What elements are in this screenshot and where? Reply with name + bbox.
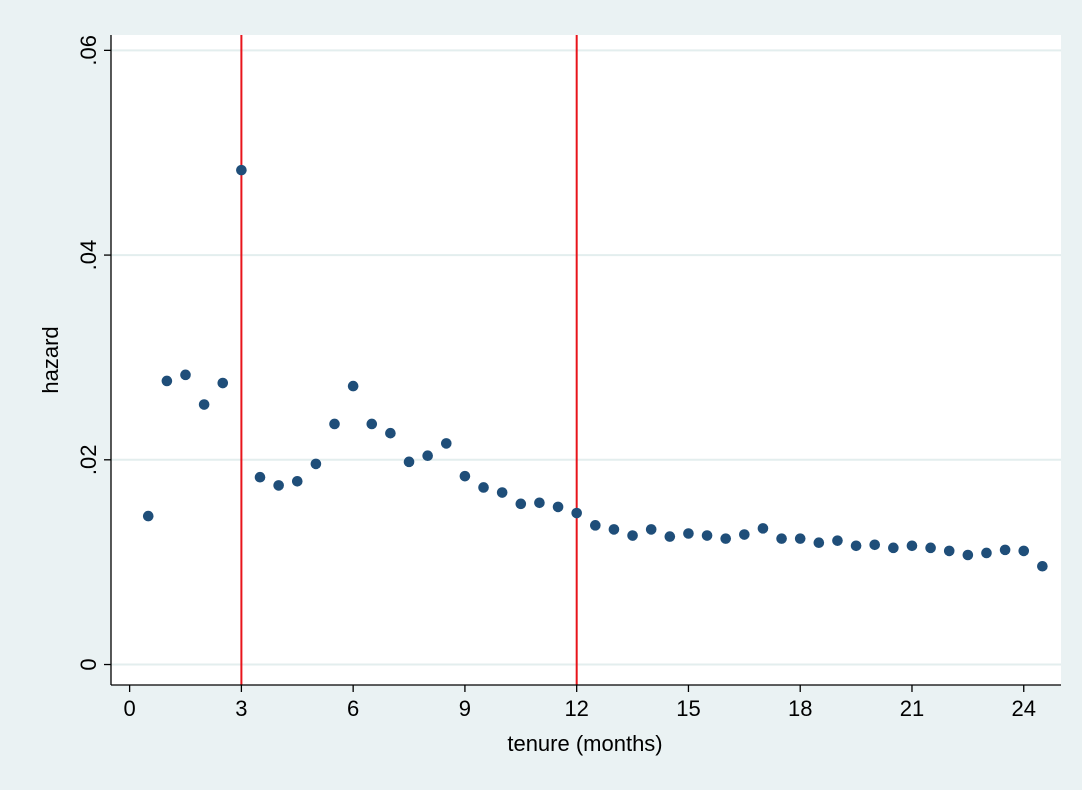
data-point [347,380,359,392]
data-point [571,507,582,519]
data-point [925,542,936,554]
data-point [142,510,154,522]
x-tick-label: 12 [564,696,588,721]
data-point [776,533,787,544]
data-point [850,540,862,552]
data-points [142,164,1048,572]
x-tick-label: 3 [235,696,247,721]
x-tick-label: 0 [124,696,136,721]
data-point [739,529,750,540]
plot-area [111,35,1061,685]
data-point [1037,560,1048,572]
data-point [701,530,713,541]
data-point [385,427,396,439]
x-ticks: 0 3 6 9 12 15 18 21 24 [124,685,1036,721]
data-point [236,164,247,176]
data-point [440,438,452,449]
x-tick-label: 18 [788,696,812,721]
y-tick-label: 0 [76,658,101,670]
data-point [515,498,527,510]
data-point [813,537,825,549]
data-point [664,531,676,542]
x-tick-label: 24 [1012,696,1036,721]
data-point [962,549,974,561]
data-point [794,533,806,544]
data-point [534,497,545,509]
data-point [403,456,415,468]
x-tick-label: 9 [459,696,471,721]
x-axis-label: tenure (months) [507,731,662,756]
data-point [1018,545,1030,557]
data-point [329,418,340,430]
y-tick-label: .02 [76,445,101,476]
x-tick-label: 6 [347,696,359,721]
y-tick-label: .06 [76,35,101,66]
data-point [981,547,992,559]
data-point [310,458,322,470]
y-axis-label: hazard [38,326,63,393]
y-ticks: 0 .02 .04 .06 [76,35,111,671]
data-point [161,375,173,387]
data-point [757,523,769,534]
data-point [645,524,657,535]
data-point [366,418,378,430]
data-point [720,533,732,544]
x-tick-label: 21 [900,696,924,721]
data-point [459,470,471,482]
data-point [627,530,638,541]
x-tick-label: 15 [676,696,700,721]
data-point [254,471,266,483]
data-point [422,450,433,462]
data-point [180,369,191,381]
data-point [217,377,229,389]
data-point [869,539,881,551]
axes [110,35,1061,686]
data-point [273,480,284,491]
data-point [943,545,955,557]
data-point [590,520,601,531]
data-point [552,501,564,513]
y-tick-label: .04 [76,240,101,271]
data-point [888,542,899,554]
data-point [683,528,694,539]
data-point [608,524,620,535]
data-point [906,540,918,552]
data-point [999,544,1011,556]
data-point [496,487,508,498]
gridlines [111,49,1061,666]
data-point [832,535,843,546]
data-point [198,399,210,410]
data-point [291,475,303,487]
reference-lines [240,35,578,685]
data-point [478,482,489,493]
